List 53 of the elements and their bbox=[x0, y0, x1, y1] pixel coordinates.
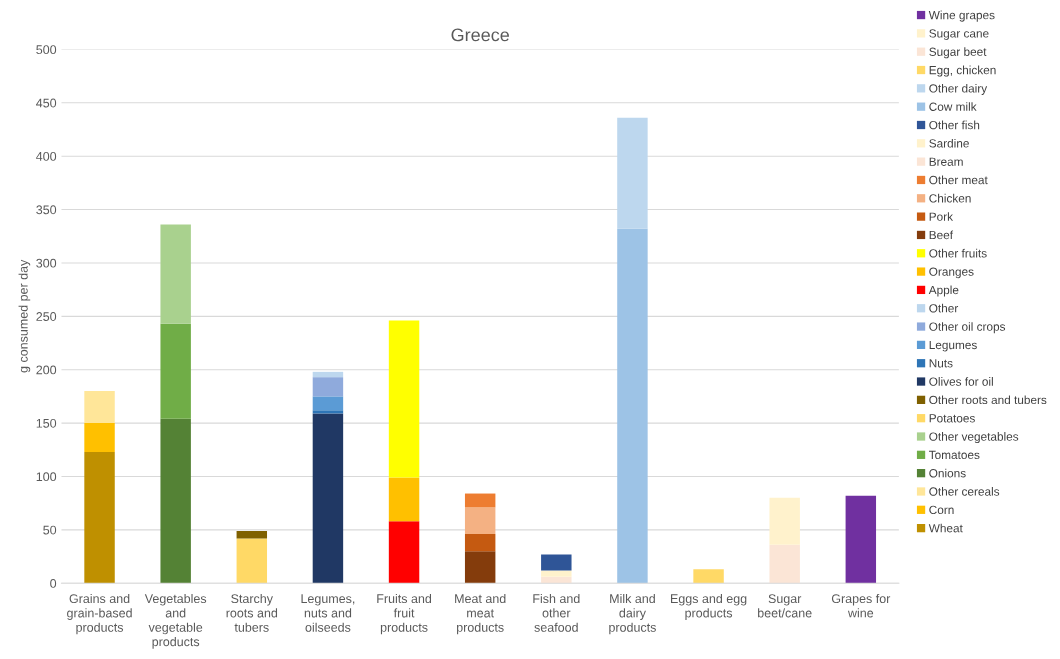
legend-label: Sardine bbox=[929, 138, 969, 148]
x-tick-label: Eggs and egg products bbox=[671, 593, 747, 620]
legend-label: Corn bbox=[929, 505, 954, 515]
legend-label: Other fruits bbox=[929, 248, 987, 258]
y-tick-label: 500 bbox=[36, 45, 57, 55]
legend-label: Olives for oil bbox=[929, 377, 993, 386]
legend-label: Onions bbox=[929, 468, 966, 478]
legend-label: Potatoes bbox=[929, 414, 975, 423]
x-tick-label: Starchy roots and tubers bbox=[226, 593, 278, 632]
y-tick-label: 350 bbox=[36, 205, 57, 215]
legend-label: Sugar cane bbox=[929, 29, 989, 40]
legend-label: Oranges bbox=[929, 267, 974, 279]
legend-label: Other meat bbox=[929, 175, 988, 185]
legend-label: Wheat bbox=[928, 523, 963, 533]
legend-label: Nuts bbox=[929, 359, 953, 368]
y-tick-label: 200 bbox=[36, 365, 57, 375]
legend-label: Cow milk bbox=[929, 102, 977, 111]
legend-label: Sugar beet bbox=[929, 47, 987, 59]
y-tick-label: 250 bbox=[36, 312, 57, 321]
x-tick-label: Vegetables and vegetable products bbox=[144, 593, 207, 649]
legend-label: Tomatoes bbox=[929, 450, 980, 460]
legend-label: Bream bbox=[929, 157, 963, 166]
legend-label: Chicken bbox=[929, 193, 971, 203]
y-tick-label: 150 bbox=[36, 418, 57, 428]
legend-label: Other vegetables bbox=[929, 432, 1019, 444]
chart-title: Greece bbox=[451, 28, 509, 42]
legend-label: Egg, chicken bbox=[929, 65, 996, 77]
legend-label: Other dairy bbox=[929, 83, 988, 95]
y-tick-label: 450 bbox=[36, 98, 57, 108]
x-tick-label: Legumes, nuts and oilseeds bbox=[301, 594, 355, 632]
x-tick-label: Fruits and fruit products bbox=[377, 593, 432, 635]
x-tick-label: Sugar beet/cane bbox=[758, 594, 812, 618]
legend-label: Other fish bbox=[929, 120, 980, 130]
y-tick-label: 100 bbox=[36, 472, 57, 482]
x-tick-label: Grains and grain-based products bbox=[67, 593, 132, 635]
x-tick-label: Fish and other seafood bbox=[533, 593, 580, 632]
legend-label: Beef bbox=[929, 230, 954, 240]
legend-label: Legumes bbox=[929, 340, 977, 352]
y-tick-label: 50 bbox=[43, 525, 57, 535]
x-tick-label: Milk and dairy products bbox=[609, 593, 656, 635]
x-tick-label: Meat and meat products bbox=[455, 593, 506, 635]
legend-label: Pork bbox=[929, 212, 954, 221]
y-tick-label: 300 bbox=[36, 258, 57, 268]
legend-label: Other cereals bbox=[929, 487, 1000, 496]
y-axis-title: g consumed per day bbox=[18, 259, 31, 373]
legend-label: Apple bbox=[928, 285, 959, 297]
legend-label: Other oil crops bbox=[929, 322, 1006, 334]
y-tick-label: 0 bbox=[50, 579, 57, 588]
x-tick-label: Grapes for wine bbox=[831, 593, 891, 618]
legend-label: Wine grapes bbox=[928, 10, 995, 22]
legend-label: Other bbox=[929, 303, 959, 313]
y-tick-label: 400 bbox=[36, 151, 57, 161]
legend-label: Other roots and tubers bbox=[929, 395, 1047, 405]
